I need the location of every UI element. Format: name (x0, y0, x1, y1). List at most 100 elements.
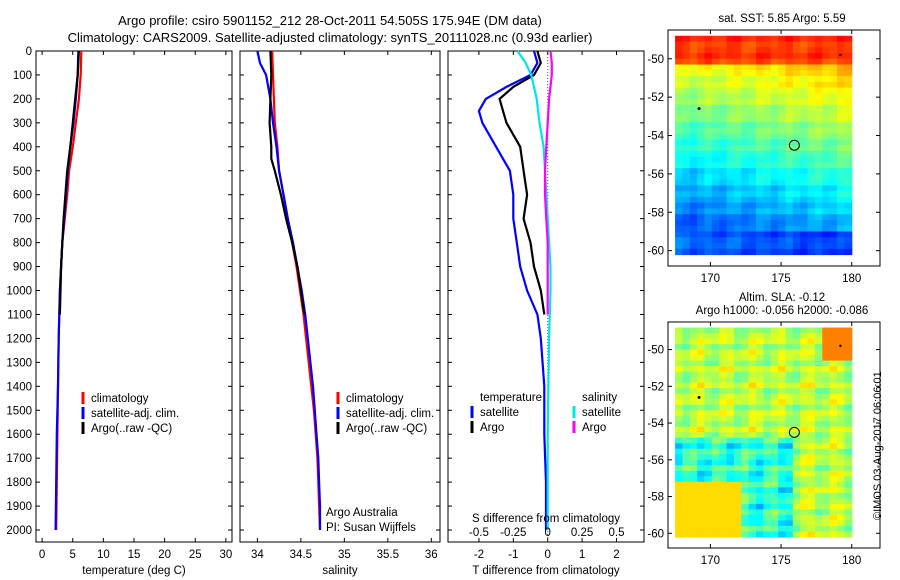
map-cell (807, 487, 816, 494)
y-tick-label: 1700 (6, 453, 32, 465)
map-cell (726, 99, 735, 106)
map-cell (675, 382, 684, 389)
map-cell (837, 470, 845, 477)
map-cell (814, 185, 823, 192)
map-cell (719, 470, 728, 477)
map-cell (689, 487, 698, 494)
map-cell (697, 139, 706, 146)
map-cell (726, 76, 735, 83)
map-cell (756, 196, 764, 204)
map-cell (800, 150, 809, 158)
map-cell (733, 219, 742, 227)
map-cell (748, 145, 757, 152)
map-cell (792, 237, 801, 244)
map-cell (778, 76, 787, 83)
map-cell (697, 355, 706, 362)
map-cell (704, 208, 713, 215)
y-tick-label: -58 (647, 492, 664, 504)
map-cell (763, 133, 772, 140)
map-cell (778, 465, 787, 472)
map-cell (792, 47, 801, 54)
map-cell (748, 237, 757, 244)
map-cell (704, 214, 713, 221)
map-cell (792, 70, 801, 77)
map-cell (770, 76, 779, 83)
map-cell (733, 333, 742, 340)
map-cell (711, 185, 720, 192)
map-cell (770, 415, 779, 422)
map-cell (785, 64, 794, 71)
map-cell (689, 399, 698, 406)
map-cell (822, 202, 831, 210)
map-cell (711, 219, 720, 227)
map-cell (837, 231, 845, 238)
map-cell (829, 139, 838, 146)
map-cell (748, 382, 757, 389)
map-cell (837, 421, 845, 428)
map-cell (800, 344, 809, 351)
map-cell (756, 437, 764, 444)
map-cell (763, 242, 772, 250)
map-cell (689, 58, 698, 66)
map-cell (689, 404, 698, 411)
map-cell (778, 179, 787, 187)
map-cell (778, 47, 787, 54)
map-cell (675, 64, 684, 71)
map-cell (726, 168, 735, 175)
map-cell (733, 355, 742, 362)
map-cell (829, 349, 838, 356)
map-cell (733, 465, 742, 472)
map-cell (733, 208, 742, 215)
map-cell (756, 371, 764, 378)
x2-tick-label: -0.5 (469, 527, 489, 539)
map-cell (741, 349, 750, 356)
map-cell (822, 47, 831, 54)
map-cell (726, 470, 735, 477)
map-cell (814, 333, 823, 340)
map-cell (778, 443, 787, 450)
map-cell (748, 41, 757, 48)
map-cell (711, 110, 720, 117)
map-cell (822, 355, 831, 362)
map-cell (675, 70, 684, 77)
map-cell (814, 202, 823, 210)
map-cell (792, 487, 801, 494)
map-cell (704, 360, 713, 367)
map-cell (778, 426, 787, 433)
map-cell (719, 231, 728, 238)
map-cell (741, 214, 750, 221)
map-cell (682, 116, 691, 123)
map-cell (763, 179, 772, 187)
map-cell (814, 41, 823, 48)
map-cell (733, 156, 742, 163)
map-cell (719, 454, 728, 461)
map-cell (733, 93, 742, 100)
map-cell (704, 173, 713, 181)
map-cell (741, 179, 750, 187)
map-cell (711, 93, 720, 100)
map-cell (748, 208, 757, 215)
map-cell (770, 87, 779, 94)
map-cell (711, 242, 720, 250)
map-cell (689, 248, 698, 256)
map-cell (837, 437, 845, 444)
map-cell (726, 35, 735, 43)
map-cell (822, 168, 831, 175)
map-cell (822, 481, 831, 488)
map-cell (792, 454, 801, 461)
map-cell (682, 173, 691, 181)
map-cell (800, 426, 809, 433)
map-cell (748, 110, 757, 117)
map-cell (770, 432, 779, 439)
map-cell (689, 145, 698, 152)
y-tick-label: 400 (13, 142, 32, 154)
map-cell (792, 53, 801, 60)
map-cell (822, 127, 831, 135)
map-cell (792, 41, 801, 48)
map-cell (763, 443, 772, 450)
map-cell (785, 520, 794, 527)
map-cell (704, 393, 713, 400)
map-cell (733, 360, 742, 367)
map-cell (756, 41, 764, 48)
map-cell (711, 498, 720, 505)
